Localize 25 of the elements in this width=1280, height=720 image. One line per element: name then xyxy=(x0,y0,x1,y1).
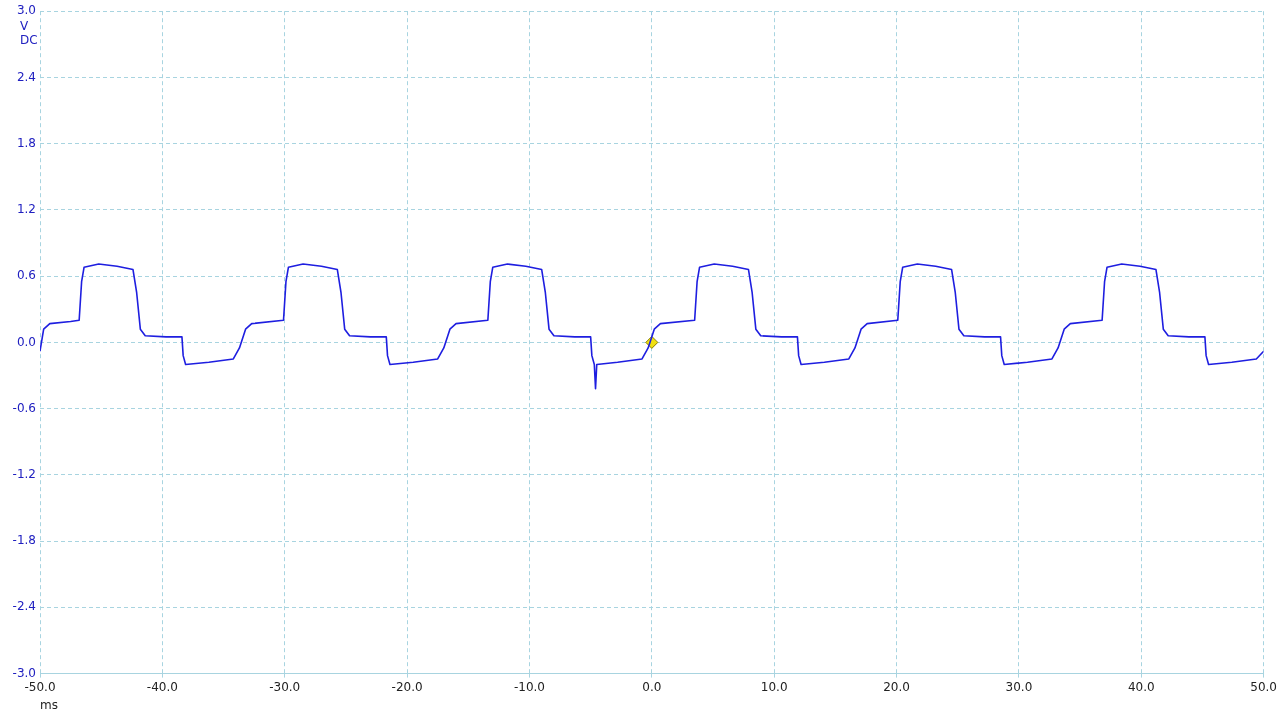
x-tick-label: -40.0 xyxy=(146,679,178,694)
y-tick-label: 1.2 xyxy=(16,202,36,217)
y-tick-label: -0.6 xyxy=(12,400,36,415)
y-tick-label: 0.6 xyxy=(16,268,36,283)
y-tick-label: 1.8 xyxy=(16,135,36,150)
x-tick-label: -30.0 xyxy=(269,679,301,694)
y-tick-label: 0.0 xyxy=(16,334,36,349)
x-tick-label: 10.0 xyxy=(760,679,788,694)
x-tick-label: 50.0 xyxy=(1250,679,1277,694)
x-tick-label: -10.0 xyxy=(513,679,545,694)
x-tick-label: -50.0 xyxy=(24,679,56,694)
x-tick-label: -20.0 xyxy=(391,679,423,694)
y-tick-label: -1.8 xyxy=(12,533,36,548)
x-tick-label: 30.0 xyxy=(1005,679,1033,694)
x-axis-title: ms xyxy=(40,697,58,712)
y-tick-label: 3.0 xyxy=(16,3,36,18)
y-tick-label: -2.4 xyxy=(12,599,36,614)
x-tick-label: 20.0 xyxy=(883,679,910,694)
x-tick-label: 40.0 xyxy=(1127,679,1155,694)
y-tick-label: -3.0 xyxy=(12,665,36,680)
x-tick-label: 0.0 xyxy=(642,679,662,694)
y-tick-label: -1.2 xyxy=(12,467,36,482)
text: DC xyxy=(20,33,38,48)
y-tick-label: 2.4 xyxy=(16,69,36,84)
y-axis-title: V xyxy=(20,19,29,34)
